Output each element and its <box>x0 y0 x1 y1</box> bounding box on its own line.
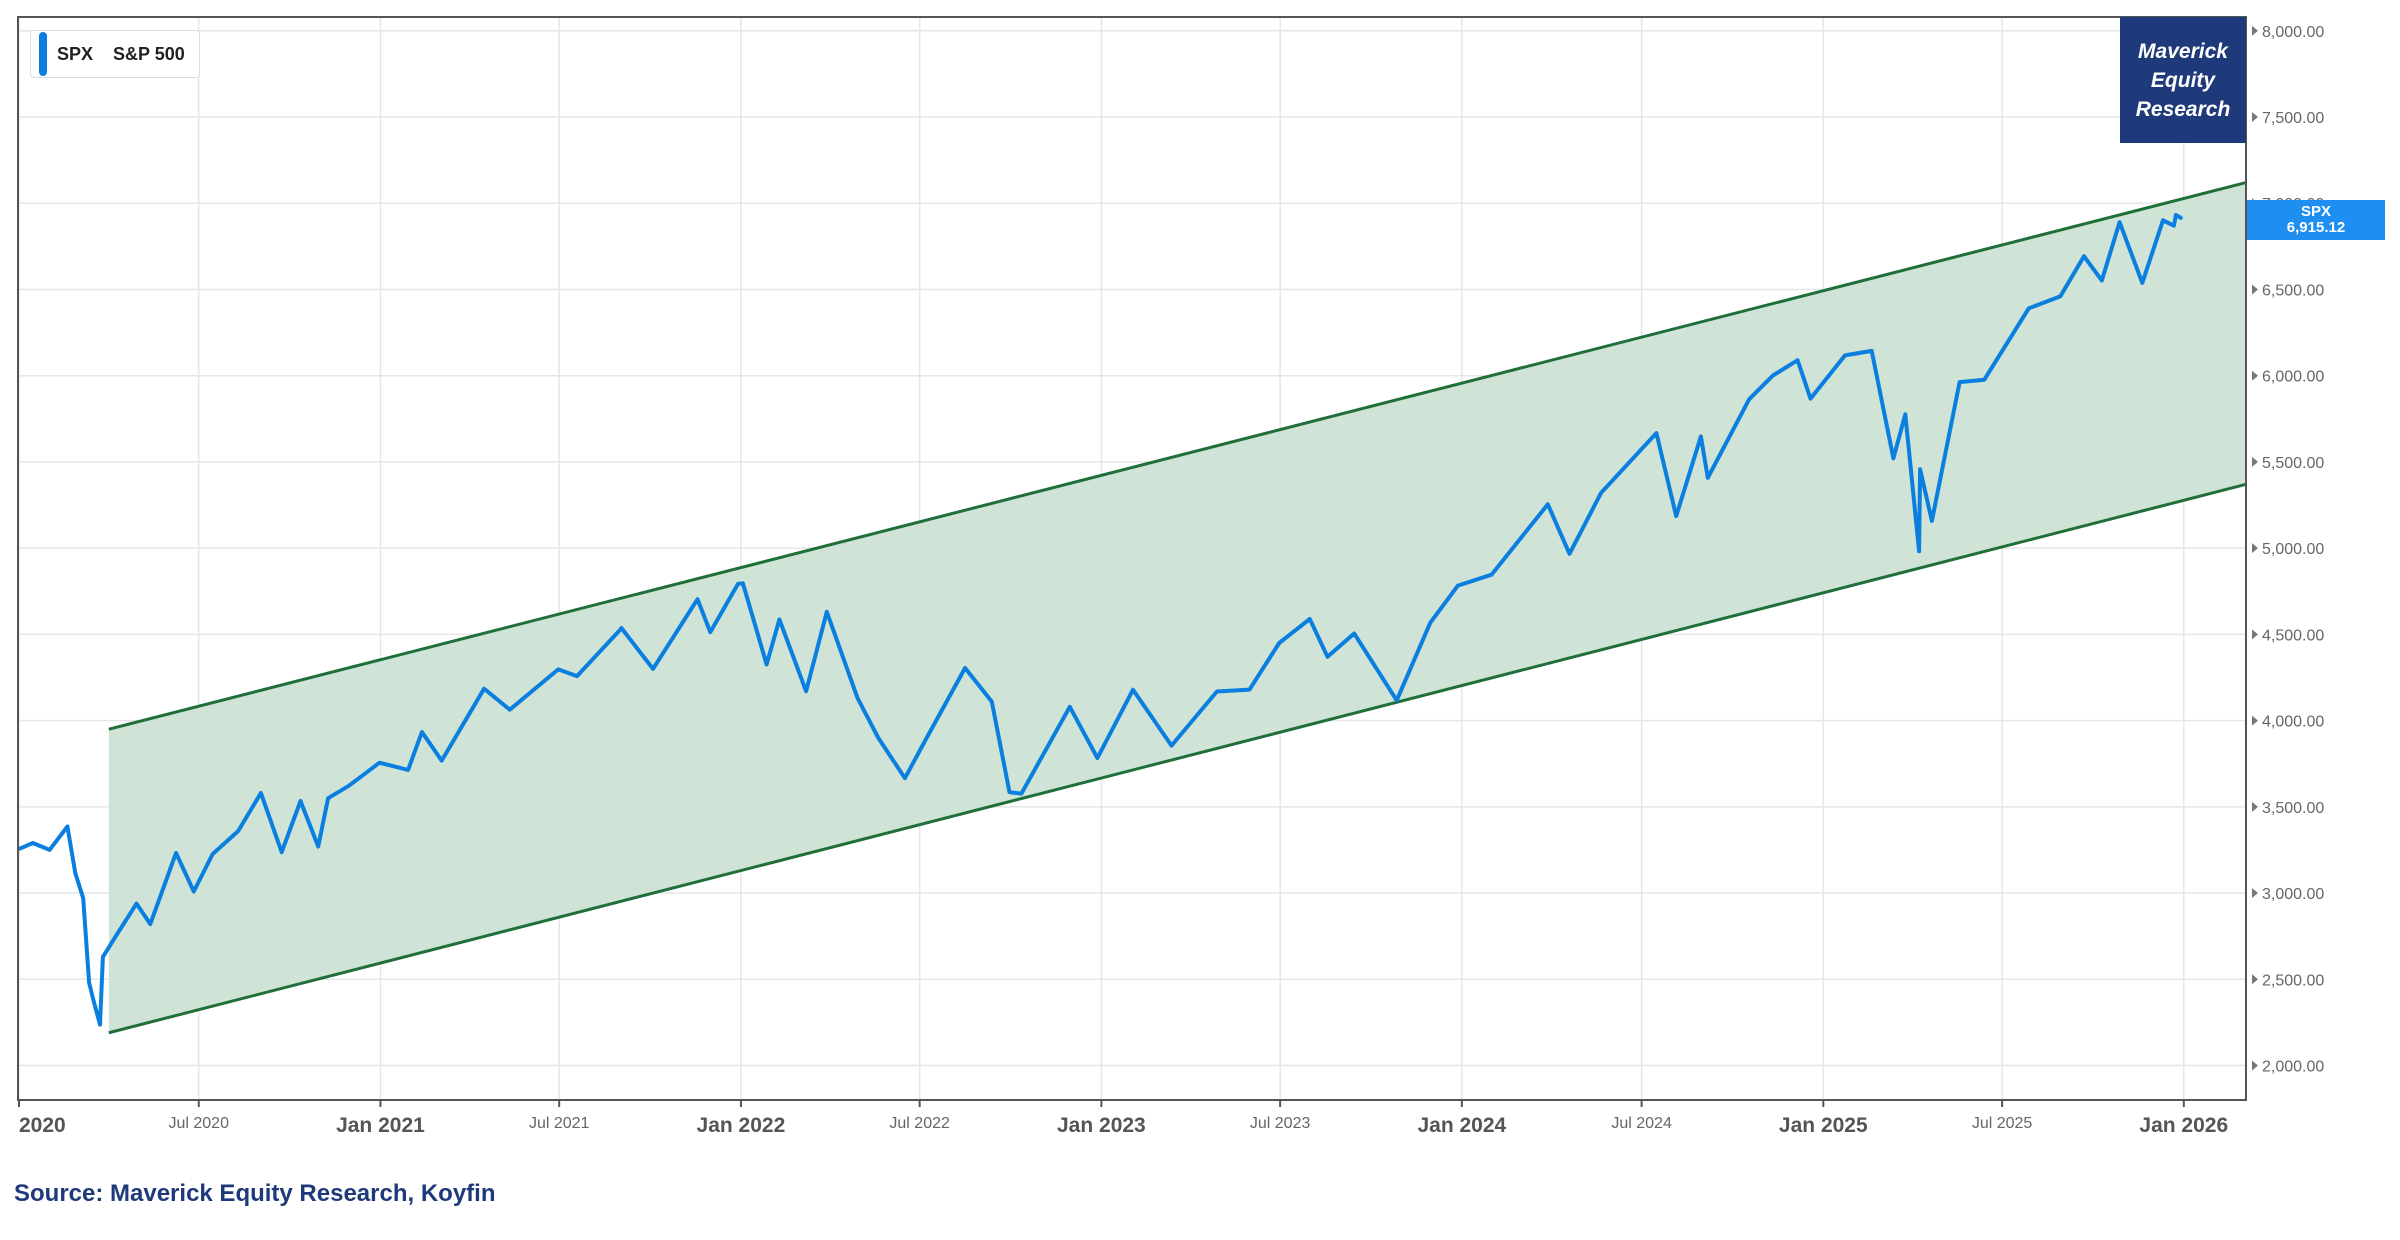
y-tick-label: 7,500.00 <box>2262 110 2324 127</box>
chart-legend: SPX S&P 500 <box>30 30 200 78</box>
channel-upper-line <box>108 181 2247 731</box>
plot-frame <box>17 16 2247 1101</box>
y-tick-marker <box>2252 284 2258 295</box>
x-tick-label: Jul 2021 <box>529 1115 590 1132</box>
y-tick-label: 5,000.00 <box>2262 541 2324 558</box>
source-note: Source: Maverick Equity Research, Koyfin <box>14 1180 496 1207</box>
y-tick-label: 2,000.00 <box>2262 1059 2324 1076</box>
x-tick-label: Jan 2023 <box>1057 1114 1146 1137</box>
last-price-tag: SPX 6,915.12 <box>2247 200 2385 240</box>
price-tag-symbol: SPX <box>2300 203 2331 220</box>
y-tick-label: 3,500.00 <box>2262 800 2324 817</box>
y-tick-label: 6,000.00 <box>2262 369 2324 386</box>
y-tick-marker <box>2252 1060 2258 1071</box>
y-axis: 2,000.00 2,500.00 3,000.00 3,500.00 4,000.00… <box>2252 24 2324 1076</box>
y-tick-label: 8,000.00 <box>2262 24 2324 41</box>
y-tick-label: 4,000.00 <box>2262 714 2324 731</box>
y-tick-marker <box>2252 543 2258 554</box>
y-tick-marker <box>2252 888 2258 899</box>
x-tick-label: Jan 2022 <box>697 1114 786 1137</box>
y-tick-label: 4,500.00 <box>2262 627 2324 644</box>
y-tick-label: 5,500.00 <box>2262 455 2324 472</box>
y-tick-marker <box>2252 370 2258 381</box>
y-tick-marker <box>2252 456 2258 467</box>
channel-band <box>108 182 2246 1033</box>
x-tick-label: Jul 2025 <box>1972 1115 2033 1132</box>
x-tick-label: Jul 2022 <box>889 1115 950 1132</box>
y-tick-marker <box>2252 629 2258 640</box>
legend-symbol: SPX <box>57 43 94 64</box>
spx-price-line <box>18 213 2183 1027</box>
y-tick-marker <box>2252 25 2258 36</box>
y-tick-marker <box>2252 974 2258 985</box>
brand-line-2: Equity <box>2150 68 2216 92</box>
y-tick-marker <box>2252 112 2258 123</box>
x-tick-label: Jan 2021 <box>336 1114 425 1137</box>
x-axis: 2020 Jul 2020 Jan 2021 Jul 2021 Jan 2022 Jul … <box>17 1100 2228 1137</box>
x-tick-label: Jul 2023 <box>1250 1115 1311 1132</box>
price-tag-value: 6,915.12 <box>2286 219 2346 236</box>
x-tick-label: Jan 2026 <box>2139 1114 2228 1137</box>
legend-series-name: S&P 500 <box>113 43 185 64</box>
channel-lower-line <box>108 482 2247 1035</box>
brand-logo: Maverick Equity Research <box>2120 17 2246 143</box>
y-tick-label: 3,000.00 <box>2262 886 2324 903</box>
x-tick-label: Jul 2020 <box>168 1115 229 1132</box>
y-tick-label: 2,500.00 <box>2262 972 2324 989</box>
x-tick-label: Jul 2024 <box>1611 1115 1672 1132</box>
x-tick-label: 2020 <box>19 1114 66 1137</box>
x-tick-label: Jan 2024 <box>1417 1114 1506 1137</box>
y-tick-label: 6,500.00 <box>2262 282 2324 299</box>
x-tick-label: Jan 2025 <box>1779 1114 1868 1137</box>
y-tick-marker <box>2252 801 2258 812</box>
legend-swatch <box>39 32 47 76</box>
brand-line-3: Research <box>2135 97 2231 121</box>
brand-line-1: Maverick <box>2138 39 2228 63</box>
y-tick-marker <box>2252 715 2258 726</box>
